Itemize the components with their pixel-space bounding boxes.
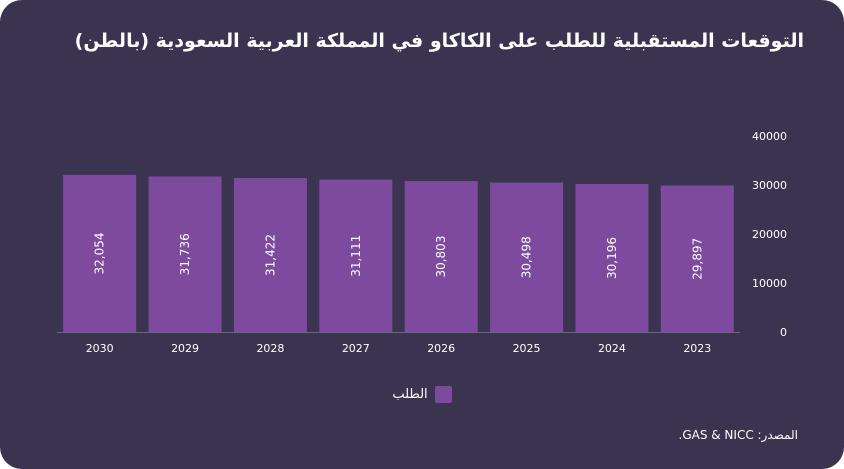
bar <box>233 178 307 332</box>
legend: الطلب <box>0 386 844 403</box>
x-tick-label: 2025 <box>513 342 541 355</box>
x-tick-label: 2023 <box>683 342 711 355</box>
bar <box>575 184 649 332</box>
y-tick-label: 30000 <box>752 179 787 192</box>
bar <box>490 182 564 332</box>
bar-data-label: 30,803 <box>434 236 448 278</box>
bar-data-label: 31,422 <box>263 234 277 276</box>
bar-data-label: 29,897 <box>690 238 704 280</box>
bar-data-label: 30,498 <box>520 236 534 278</box>
bar-data-label: 32,054 <box>93 232 107 274</box>
bar-data-label: 31,736 <box>178 233 192 275</box>
legend-swatch <box>434 386 452 403</box>
bar <box>148 176 222 332</box>
y-tick-label: 40000 <box>752 130 787 143</box>
bar <box>63 174 137 332</box>
source-note: المصدر: GAS & NICC. <box>678 428 798 442</box>
bar <box>660 185 734 332</box>
legend-label: الطلب <box>392 387 428 402</box>
bar-data-label: 30,196 <box>605 237 619 279</box>
x-tick-label: 2030 <box>86 342 114 355</box>
x-tick-label: 2029 <box>171 342 199 355</box>
bar <box>404 181 478 332</box>
y-tick-label: 0 <box>780 326 787 339</box>
bar-data-label: 31,111 <box>349 235 363 277</box>
x-tick-label: 2027 <box>342 342 370 355</box>
chart-title: التوقعات المستقبلية للطلب على الكاكاو في… <box>74 30 804 52</box>
y-tick-label: 10000 <box>752 277 787 290</box>
x-tick-label: 2024 <box>598 342 626 355</box>
bar <box>319 179 393 332</box>
y-tick-label: 20000 <box>752 228 787 241</box>
x-tick-label: 2028 <box>256 342 284 355</box>
x-tick-label: 2026 <box>427 342 455 355</box>
